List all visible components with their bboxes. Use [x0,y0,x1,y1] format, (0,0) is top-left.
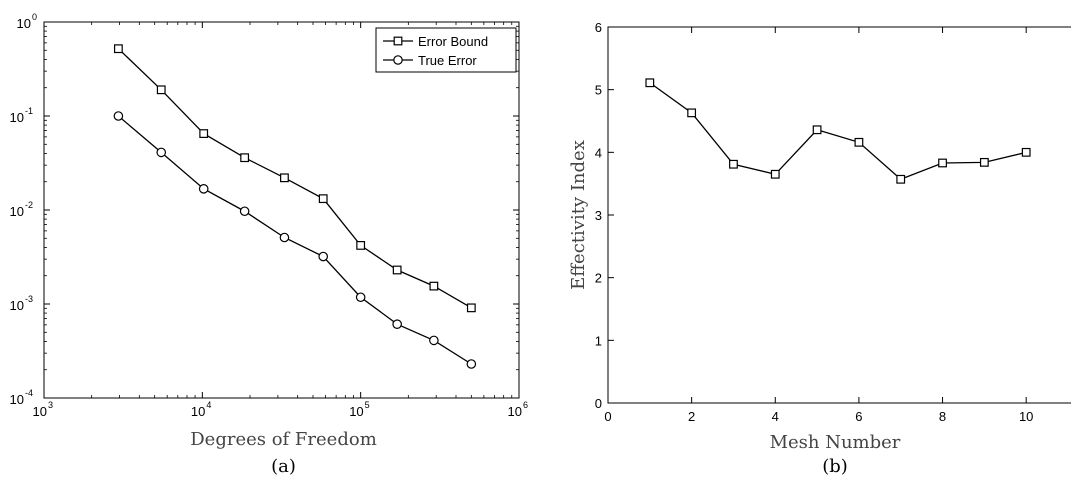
legend-label: True Error [418,53,477,68]
data-point [318,194,328,204]
data-point [199,129,209,138]
series-line-true-error [117,115,472,365]
x-tick-label: 10 [508,404,522,419]
y-tick-label: 5 [595,83,602,98]
data-point [280,173,289,183]
data-point [239,206,250,217]
y-tick-exponent: -3 [25,294,33,304]
label-clip-mask [600,449,1071,457]
series-line-error-bound [117,48,472,309]
x-tick-exponent: 4 [206,400,211,410]
y-tick-label: 10 [17,16,31,31]
legend: Error Bound True Error [375,27,517,73]
x-tick-exponent: 6 [523,400,528,410]
legend-box [375,27,517,73]
data-point [429,281,439,291]
y-tick-label: 4 [595,145,602,160]
x-tick-label: 2 [688,409,695,424]
data-point [466,303,476,313]
data-point [938,158,947,168]
data-point [156,85,166,95]
y-axis-title: Effectivity Index [568,140,589,290]
y-tick-exponent: -2 [25,200,33,210]
y-tick-label: 3 [595,208,602,223]
x-tick-label: 10 [33,404,47,419]
y-tick-label: 2 [595,271,602,286]
series-line-effectivity [649,82,1027,181]
x-tick-label: 6 [855,409,862,424]
data-point [770,169,780,179]
x-tick-label: 10 [191,404,205,419]
data-point [645,78,655,88]
y-tick-label: 1 [595,333,602,348]
x-axis-title: Degrees of Freedom [190,429,377,450]
caption-a: (a) [271,456,296,477]
x-axis-title: Mesh Number [770,432,901,453]
data-point [279,232,290,243]
y-tick-label: 10 [10,204,24,219]
legend-label: Error Bound [418,34,488,49]
panel-b: 0 2 4 6 8 10 0 1 2 3 4 5 6 Effectivity Index Mesh Numb… [568,20,1071,477]
data-point [466,359,477,369]
y-tick-label: 10 [10,298,24,313]
y-tick-exponent: -1 [25,106,33,116]
data-point [240,153,250,163]
y-tick-exponent: 0 [32,12,37,22]
plot-frame-a [43,21,520,399]
data-point [356,241,366,250]
x-tick-label: 8 [939,409,946,424]
data-point [355,292,366,303]
x-tick-label: 4 [772,409,779,424]
x-tick-label: 10 [349,404,363,419]
data-point [113,111,124,121]
data-point [429,335,439,346]
data-point [979,157,989,167]
data-point [1021,147,1031,157]
data-point [812,125,822,135]
caption-b: (b) [822,456,848,477]
x-tick-exponent: 5 [365,400,370,410]
x-tick-label: 0 [604,409,611,424]
x-tick-exponent: 3 [48,400,53,410]
y-tick-label: 10 [10,392,24,407]
data-point [729,159,738,169]
data-point [687,108,697,118]
plot-frame-b [607,26,1071,404]
data-point [854,137,864,147]
data-point [392,265,402,275]
x-tick-label: 10 [1019,409,1033,424]
data-point [198,184,209,194]
data-point [113,44,123,54]
data-point [392,319,402,329]
data-point [896,174,906,184]
y-tick-label: 0 [595,396,602,411]
legend-marker [393,36,403,46]
y-tick-exponent: -4 [25,388,33,398]
data-point [156,147,167,158]
y-tick-label: 6 [595,20,602,35]
data-point [318,251,329,262]
legend-marker [393,55,403,65]
y-tick-label: 10 [10,110,24,125]
